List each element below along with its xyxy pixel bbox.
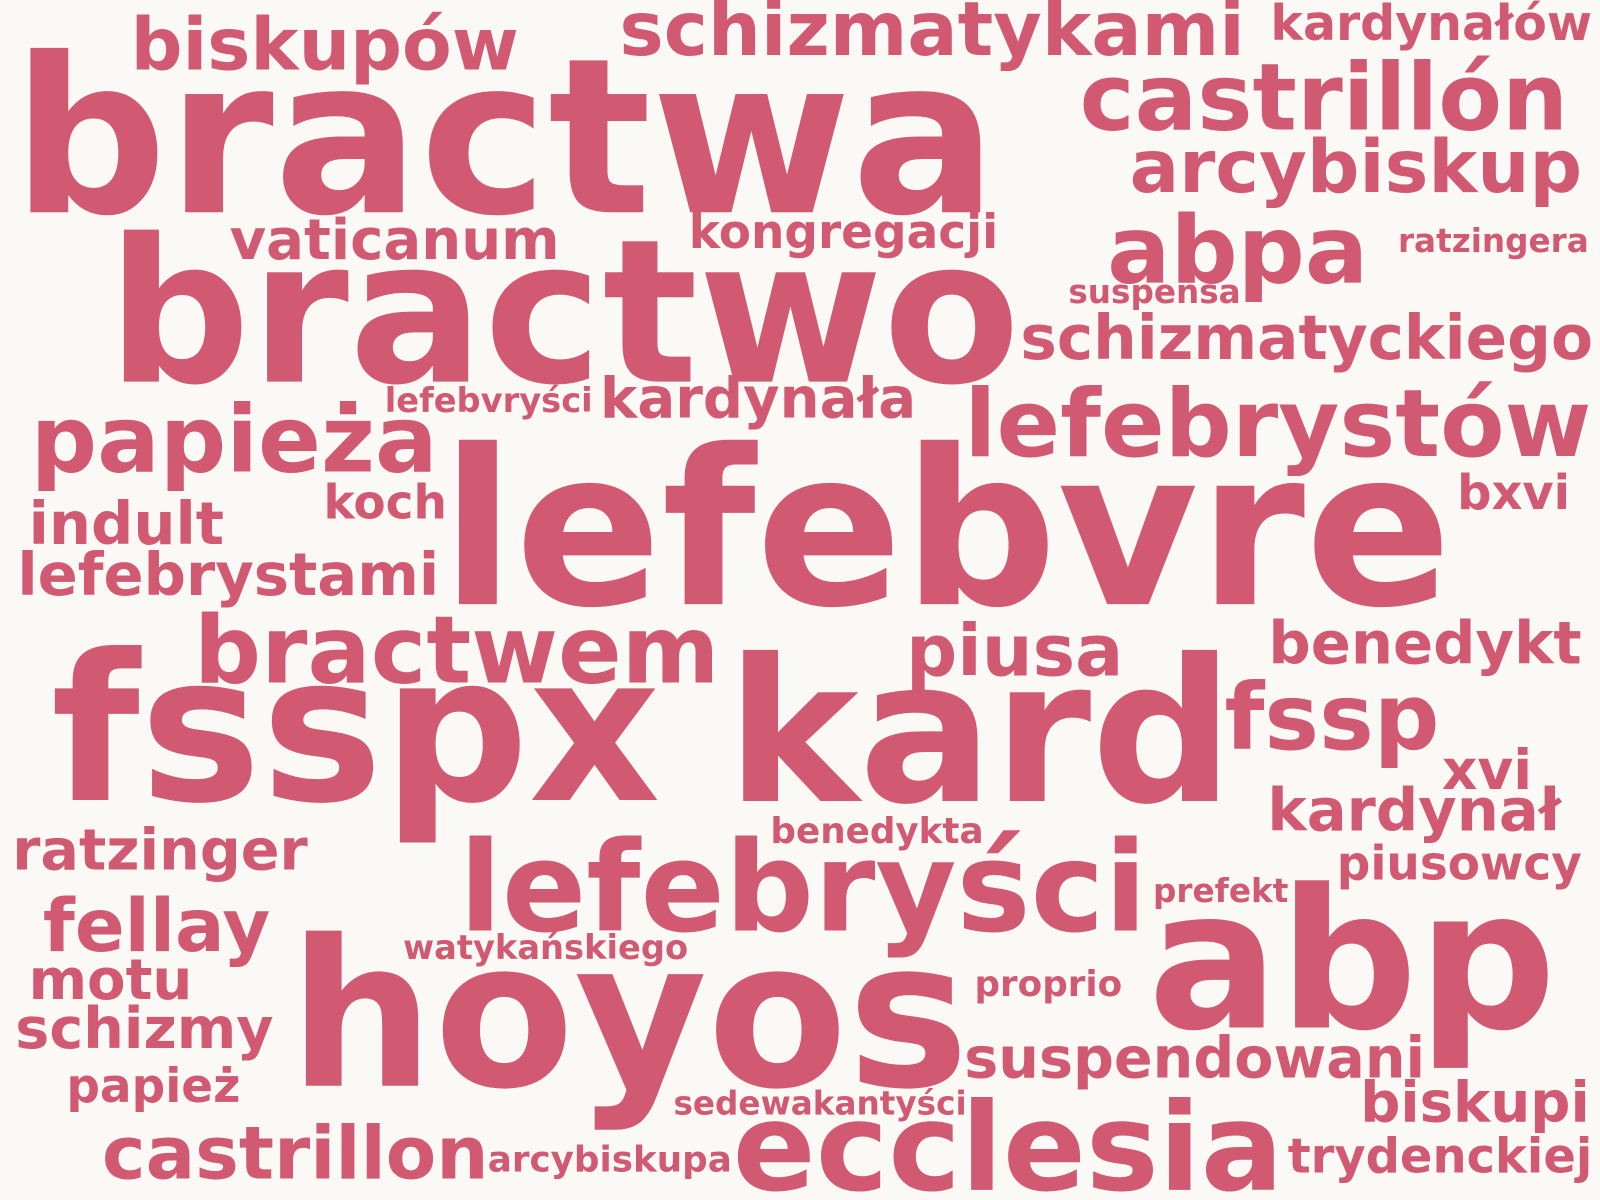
word-kardynala: kardynała xyxy=(599,365,917,431)
word-biskupow: biskupów xyxy=(130,2,519,87)
word-hoyos: hoyos xyxy=(288,896,969,1135)
word-castrillon-accent: castrillón xyxy=(1079,44,1569,153)
word-arcybiskup: arcybiskup xyxy=(1129,123,1583,210)
word-lefebrystami: lefebrystami xyxy=(17,539,440,610)
word-bractwa: bractwa xyxy=(12,11,998,264)
word-abp: abp xyxy=(1147,847,1557,1074)
word-bractwo: bractwo xyxy=(107,196,1021,430)
word-fsspx: fsspx xyxy=(51,611,661,849)
word-arcybiskupa: arcybiskupa xyxy=(487,1139,732,1181)
word-xvi: xvi xyxy=(1441,737,1533,803)
word-papiez: papież xyxy=(66,1058,241,1114)
word-lefebvre: lefebvre xyxy=(440,403,1452,656)
word-motu: motu xyxy=(28,946,193,1013)
word-proprio: proprio xyxy=(974,964,1123,1006)
word-suspendowani: suspendowani xyxy=(964,1025,1426,1092)
word-bractwem: bractwem xyxy=(193,595,720,706)
word-koch: koch xyxy=(323,474,447,530)
word-biskupi: biskupi xyxy=(1360,1069,1590,1135)
word-suspensa: suspensa xyxy=(1068,272,1241,312)
word-trydenckiej: trydenckiej xyxy=(1287,1128,1593,1185)
word-lefebrysci: lefebryści xyxy=(459,815,1148,961)
word-ecclesia: ecclesia xyxy=(732,1077,1284,1200)
word-lefebrystow: lefebrystów xyxy=(964,369,1592,479)
word-vaticanum: vaticanum xyxy=(229,207,560,273)
word-kardynal: kardynał xyxy=(1267,775,1561,845)
word-fellay: fellay xyxy=(42,882,271,969)
word-abpa: abpa xyxy=(1107,195,1369,306)
word-papieza: papieża xyxy=(30,386,438,494)
word-piusowcy: piusowcy xyxy=(1336,835,1582,891)
word-castrillon: castrillon xyxy=(102,1110,489,1196)
word-fssp: fssp xyxy=(1224,664,1440,772)
word-piusa: piusa xyxy=(906,609,1124,693)
word-benedykta: benedykta xyxy=(770,811,984,853)
word-indult: indult xyxy=(28,488,225,559)
word-prefekt: prefekt xyxy=(1153,871,1289,911)
word-watykanskiego: watykańskiego xyxy=(403,927,689,968)
word-ratzinger: ratzinger xyxy=(12,817,308,884)
word-benedykt: benedykt xyxy=(1268,608,1582,678)
word-schizmatykami: schizmatykami xyxy=(619,0,1245,74)
word-lefebvrysci: lefebvryści xyxy=(384,380,593,421)
word-kard: kard xyxy=(726,616,1234,848)
word-schizmy: schizmy xyxy=(15,995,274,1063)
word-bxvi: bxvi xyxy=(1457,465,1571,522)
word-kardynalow: kardynałów xyxy=(1270,0,1593,53)
word-kongregacji: kongregacji xyxy=(688,204,999,260)
word-sedewakantysci: sedewakantyści xyxy=(673,1083,967,1123)
word-schizmatyckiego: schizmatyckiego xyxy=(1020,303,1594,375)
word-ratzingera: ratzingera xyxy=(1397,221,1589,261)
